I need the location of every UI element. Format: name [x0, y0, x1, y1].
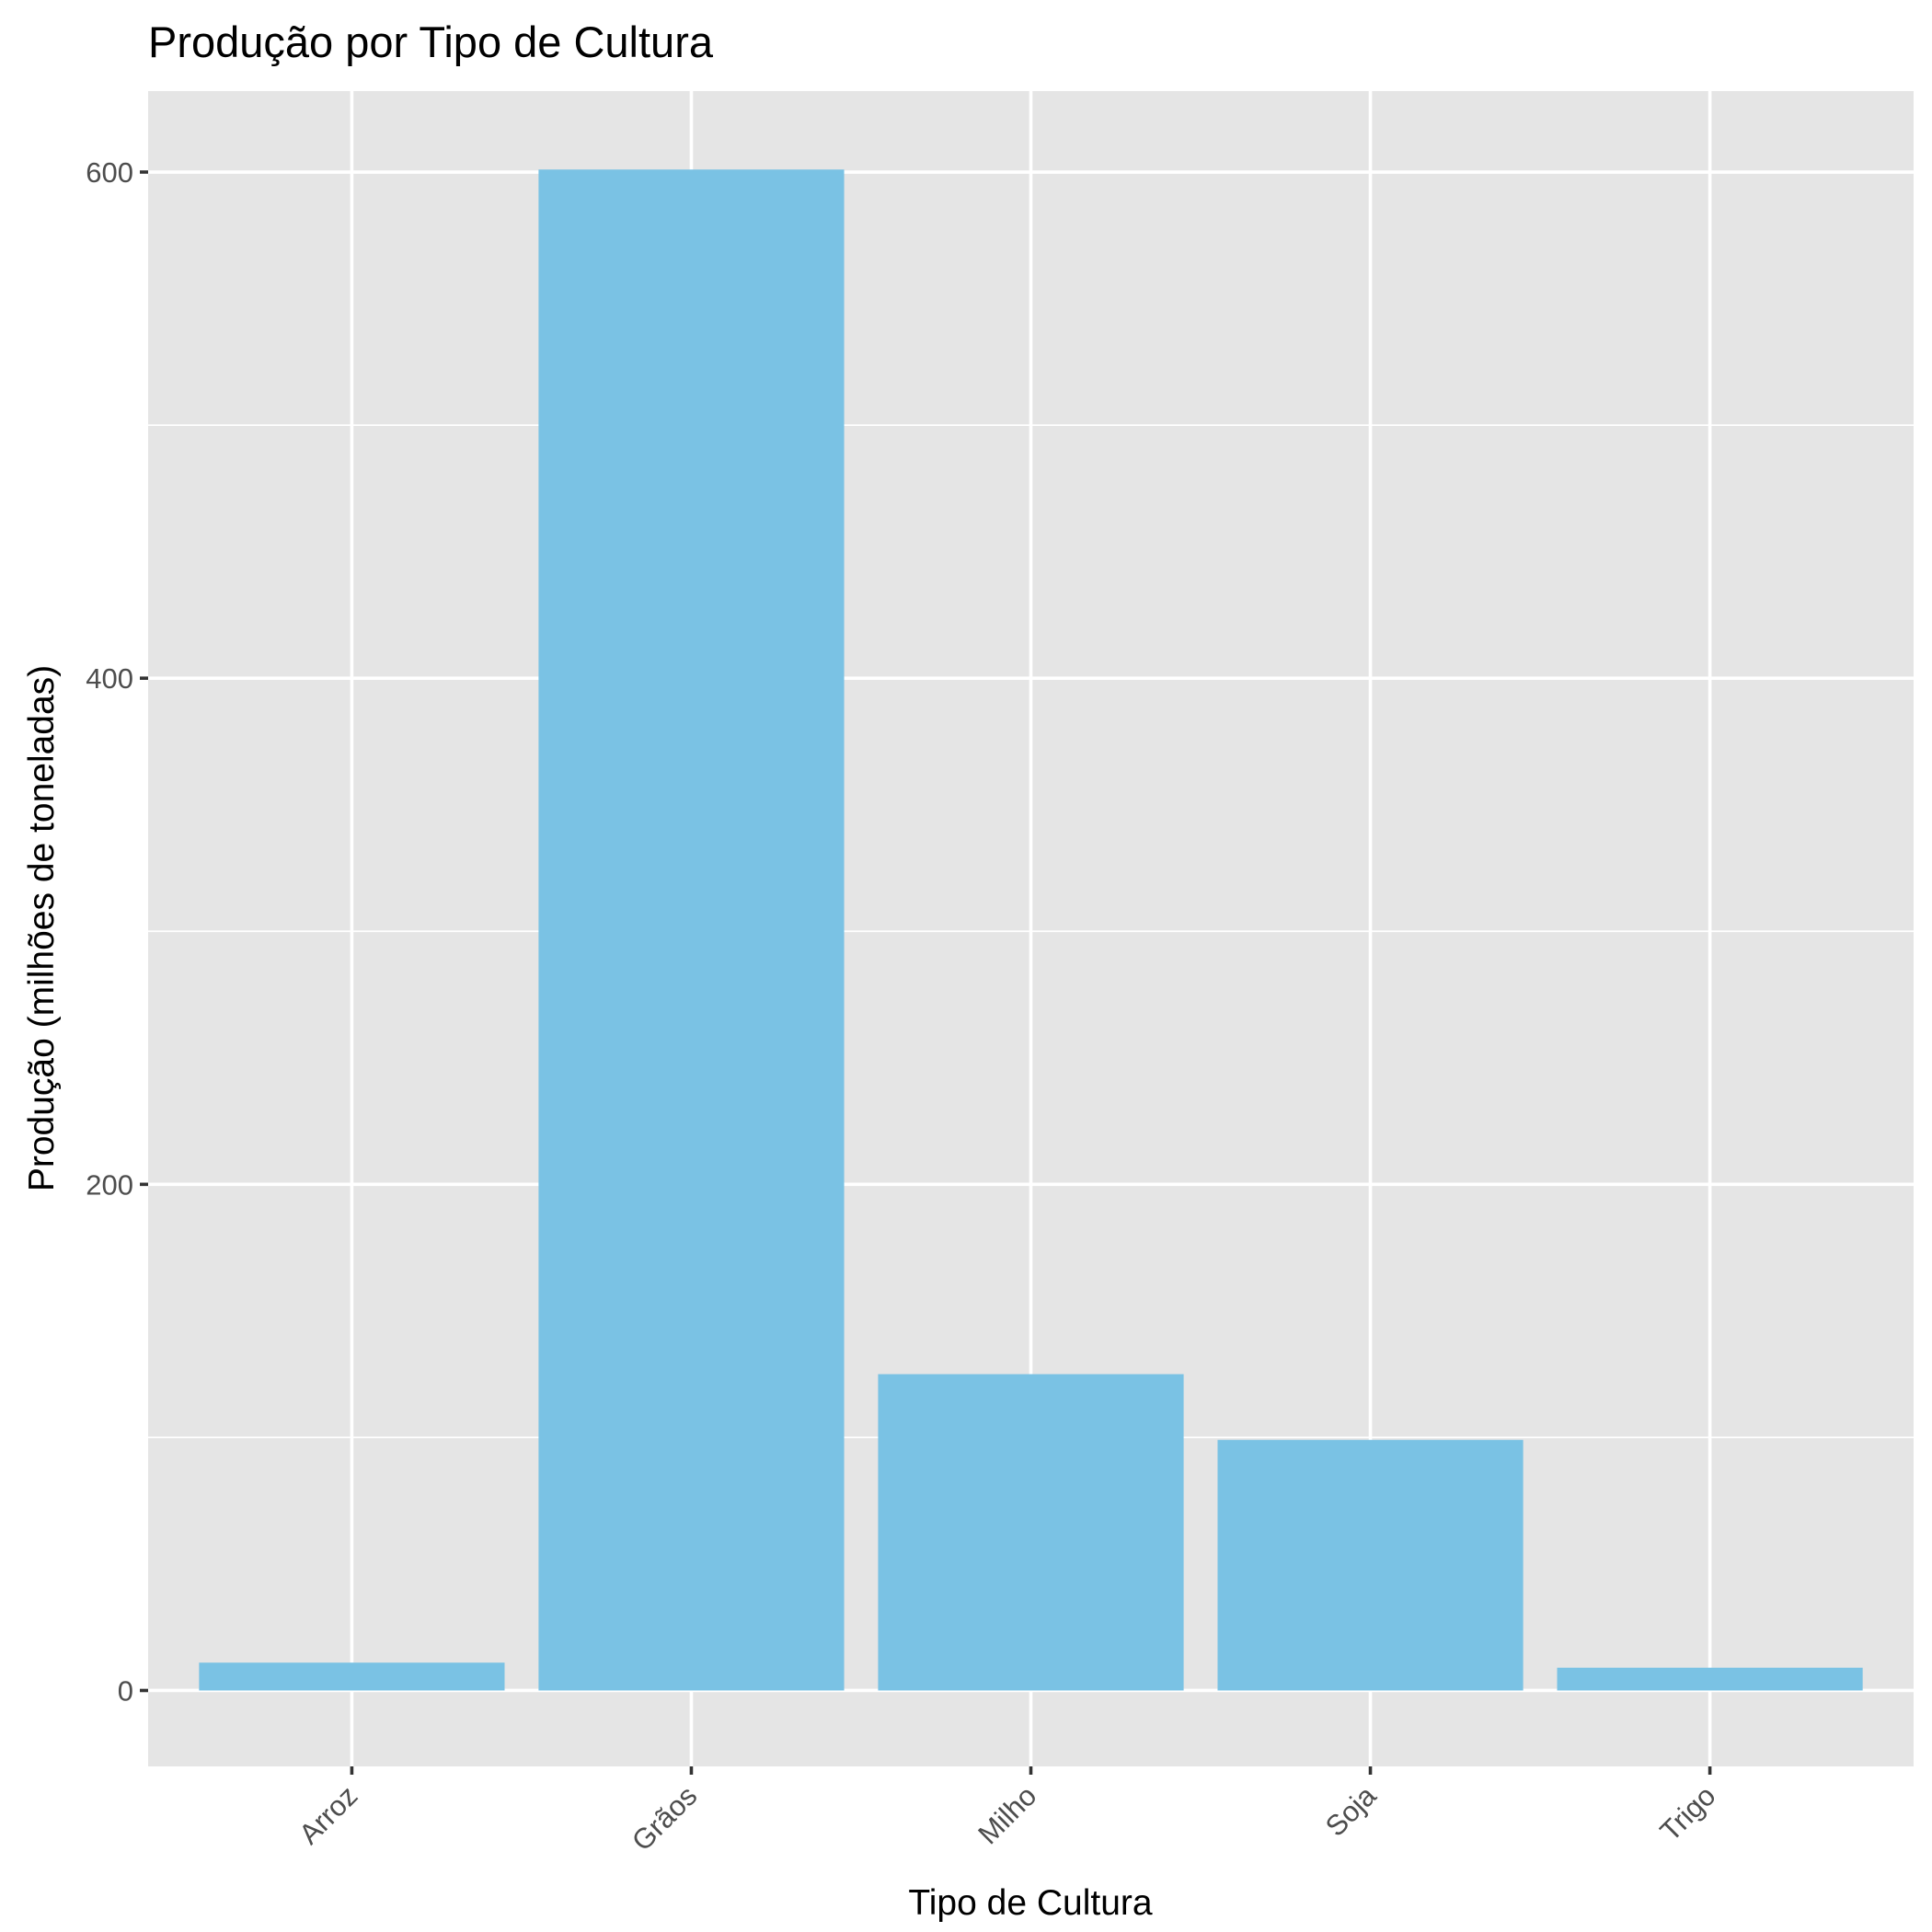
x-tick-label: Soja	[1319, 1779, 1383, 1843]
x-tick-label: Milho	[972, 1779, 1042, 1850]
y-tick-label: 600	[86, 156, 133, 189]
bar-trigo	[1557, 1667, 1863, 1691]
chart-title: Produção por Tipo de Cultura	[148, 17, 714, 66]
bar-arroz	[199, 1662, 505, 1691]
bar-soja	[1217, 1440, 1524, 1691]
y-tick-label: 0	[118, 1674, 133, 1707]
y-tick-label: 200	[86, 1168, 133, 1201]
y-tick-label: 400	[86, 662, 133, 695]
x-axis-title: Tipo de Cultura	[908, 1883, 1153, 1923]
bar-grãos	[538, 169, 845, 1691]
x-tick-label: Trigo	[1654, 1779, 1722, 1847]
bars	[199, 169, 1863, 1691]
bar-milho	[878, 1374, 1184, 1691]
x-tick-label: Grãos	[626, 1779, 703, 1857]
y-axis-title: Produção (milhões de toneladas)	[22, 665, 62, 1191]
x-axis: Arroz Grãos Milho Soja Trigo	[293, 1766, 1722, 1857]
y-axis: 0 200 400 600	[86, 156, 148, 1707]
x-tick-label: Arroz	[293, 1779, 363, 1850]
